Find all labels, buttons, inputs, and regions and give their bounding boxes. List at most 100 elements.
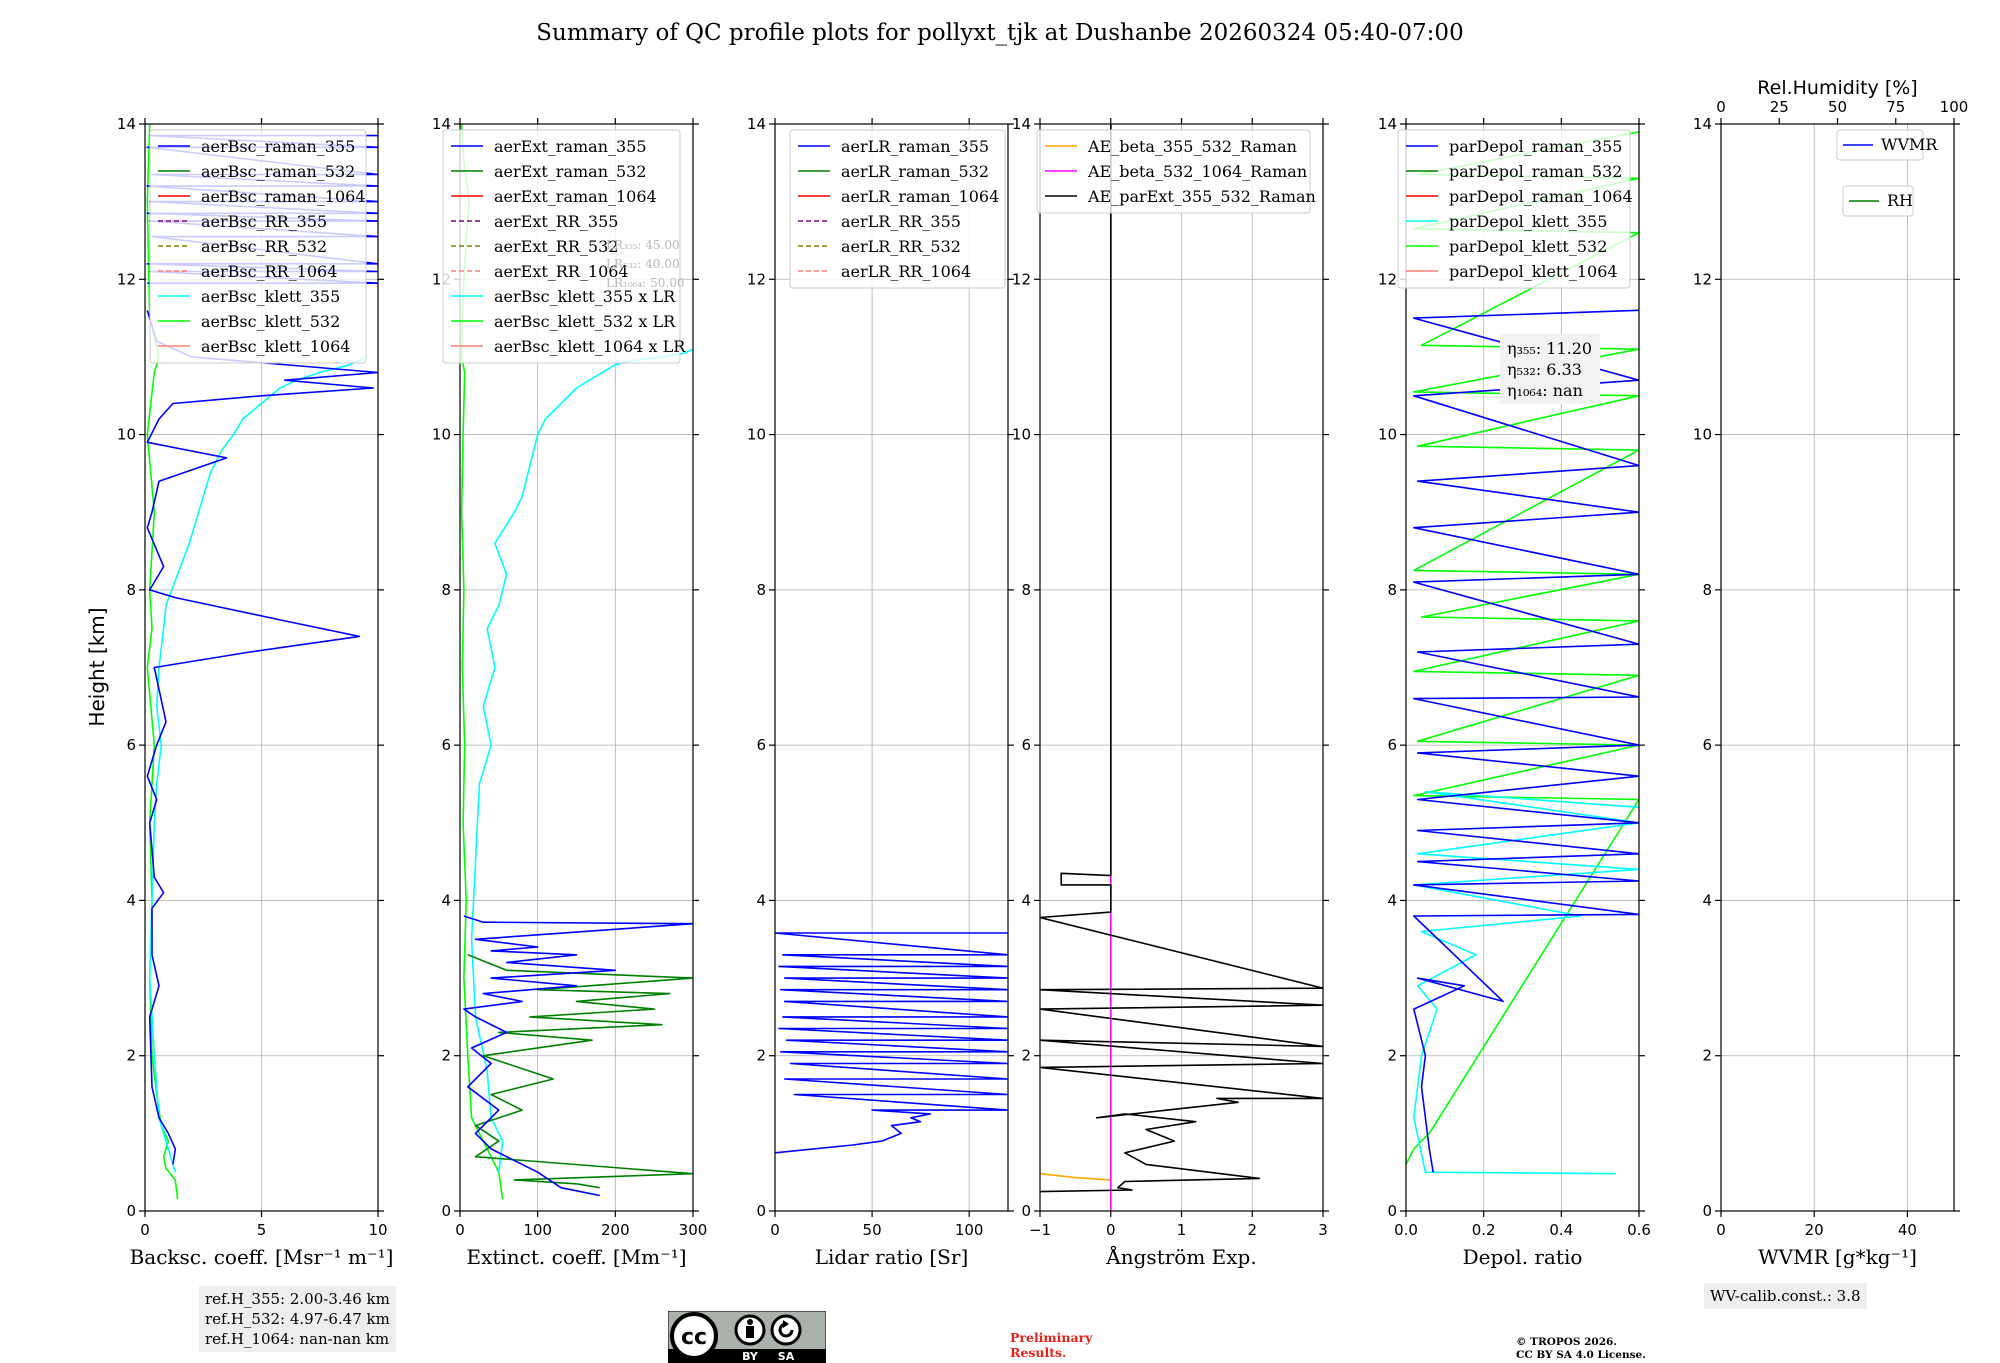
legend-label: parDepol_klett_532 xyxy=(1449,237,1607,256)
y-tick-label: 4 xyxy=(1021,891,1031,909)
legend-label: AE_beta_355_532_Raman xyxy=(1087,137,1297,156)
legend-box xyxy=(1036,129,1311,214)
y-tick-label: 10 xyxy=(747,426,766,444)
ref-height-532: ref.H_532: 4.97-6.47 km xyxy=(205,1310,390,1328)
y-tick-label: 2 xyxy=(126,1047,136,1065)
legend-label: aerBsc_RR_532 xyxy=(201,237,327,256)
x-tick-label: 100 xyxy=(955,1221,984,1239)
x-tick-label: 100 xyxy=(523,1221,552,1239)
ref-height-355: ref.H_355: 2.00-3.46 km xyxy=(205,1290,390,1308)
x-tick-label: 0 xyxy=(455,1221,465,1239)
legend-label: RH xyxy=(1887,191,1913,210)
ref-height-1064: ref.H_1064: nan-nan km xyxy=(205,1330,390,1348)
legend-label: aerExt_raman_532 xyxy=(494,162,647,181)
y-tick-label: 8 xyxy=(1021,581,1031,599)
y-tick-label: 2 xyxy=(441,1047,451,1065)
x-tick-label: 200 xyxy=(601,1221,630,1239)
legend-box xyxy=(1397,129,1631,289)
y-tick-label: 6 xyxy=(756,736,766,754)
y-tick-label: 4 xyxy=(441,891,451,909)
legend-box xyxy=(149,129,367,364)
legend-label: aerBsc_klett_1064 xyxy=(201,337,350,356)
y-tick-label: 6 xyxy=(126,736,136,754)
y-tick-label: 2 xyxy=(756,1047,766,1065)
preliminary-results-note: Preliminary Results. xyxy=(1010,1330,1092,1360)
y-tick-label: 12 xyxy=(1378,270,1397,288)
y-tick-label: 0 xyxy=(1021,1202,1031,1220)
x-tick-label: 40 xyxy=(1898,1221,1917,1239)
legend-label: aerBsc_klett_355 xyxy=(201,287,340,306)
legend-label: aerBsc_klett_355 x LR xyxy=(494,287,676,306)
legend-box xyxy=(789,129,1006,289)
x-tick-label: 2 xyxy=(1247,1221,1257,1239)
legend-label: aerLR_RR_1064 xyxy=(841,262,971,281)
y-tick-label: 8 xyxy=(441,581,451,599)
x-tick-label: −1 xyxy=(1029,1221,1051,1239)
reference-heights-box: ref.H_355: 2.00-3.46 km ref.H_532: 4.97-… xyxy=(199,1286,396,1352)
series-ae-parext-355-532-raman xyxy=(1040,124,1323,1193)
legend-label: aerLR_RR_532 xyxy=(841,237,961,256)
x-axis-label: Ångström Exp. xyxy=(1105,1244,1256,1269)
y-tick-label: 0 xyxy=(756,1202,766,1220)
eta-note-0: η₃₅₅: 11.20 xyxy=(1507,339,1592,358)
legend-label: parDepol_klett_1064 xyxy=(1449,262,1618,281)
copyright-line-2: CC BY SA 4.0 License. xyxy=(1516,1349,1646,1361)
top-x-tick-label: 25 xyxy=(1770,98,1789,116)
badge-by-text: BY xyxy=(742,1350,759,1363)
plot-frame xyxy=(774,123,1009,1212)
panel-depol: 0 2 4 6 8 10 12 14 0.0 0.2 0.4 0.6 Depol. ratio parDe… xyxy=(1378,115,1651,1269)
legend-label: aerExt_raman_1064 xyxy=(494,187,657,206)
plot-frame xyxy=(459,123,694,1212)
series-pardepol-raman-355 xyxy=(1413,309,1639,1173)
svg-text:cc: cc xyxy=(681,1325,707,1350)
y-tick-label: 0 xyxy=(1387,1202,1397,1220)
y-tick-label: 2 xyxy=(1021,1047,1031,1065)
y-tick-label: 14 xyxy=(1378,115,1397,133)
legend-label: aerBsc_raman_355 xyxy=(201,137,355,156)
x-axis-label: Lidar ratio [Sr] xyxy=(815,1245,969,1269)
x-tick-label: 0.2 xyxy=(1472,1221,1496,1239)
legend-label: parDepol_klett_355 xyxy=(1449,212,1607,231)
x-axis-label: Extinct. coeff. [Mm⁻¹] xyxy=(466,1245,686,1269)
legend-label: AE_beta_532_1064_Raman xyxy=(1087,162,1307,181)
legend-label: aerBsc_raman_1064 xyxy=(201,187,366,206)
sa-share-alike-icon xyxy=(770,1314,802,1346)
y-axis-label: Height [km] xyxy=(85,607,109,726)
y-tick-label: 0 xyxy=(1702,1202,1712,1220)
legend-label: WVMR xyxy=(1881,135,1938,154)
series-aerlr-raman-355 xyxy=(775,932,1008,1154)
y-tick-label: 14 xyxy=(432,115,451,133)
y-tick-label: 10 xyxy=(432,426,451,444)
x-tick-label: 50 xyxy=(863,1221,882,1239)
legend-label: aerBsc_raman_532 xyxy=(201,162,355,181)
y-tick-label: 4 xyxy=(1702,891,1712,909)
legend-label: aerLR_raman_355 xyxy=(841,137,989,156)
legend-label: aerExt_raman_355 xyxy=(494,137,647,156)
top-x-tick-label: 50 xyxy=(1828,98,1847,116)
x-tick-label: 0 xyxy=(770,1221,780,1239)
y-tick-label: 0 xyxy=(126,1202,136,1220)
series-aerbsc-klett-355 xyxy=(148,356,367,1173)
y-tick-label: 8 xyxy=(126,581,136,599)
preliminary-line-2: Results. xyxy=(1010,1345,1067,1360)
eta-note-box xyxy=(1500,334,1600,404)
y-tick-label: 14 xyxy=(1693,115,1712,133)
legend-label: aerLR_raman_532 xyxy=(841,162,989,181)
y-tick-label: 10 xyxy=(1693,426,1712,444)
legend-box xyxy=(1836,129,1924,161)
y-tick-label: 2 xyxy=(1702,1047,1712,1065)
y-tick-label: 12 xyxy=(1012,270,1031,288)
badge-sa-text: SA xyxy=(778,1350,795,1363)
x-tick-label: 3 xyxy=(1318,1221,1328,1239)
series-aerbsc-klett-532 xyxy=(146,124,179,1200)
top-x-axis-label: Rel.Humidity [%] xyxy=(1757,77,1917,99)
legend-label: aerBsc_klett_532 xyxy=(201,312,340,331)
series-aerext-raman-355 xyxy=(463,915,693,1197)
y-tick-label: 6 xyxy=(1702,736,1712,754)
y-tick-label: 12 xyxy=(117,270,136,288)
lr-note-1: LR₅₃₂: 40.00 xyxy=(606,257,680,271)
legend-label: aerExt_RR_532 xyxy=(494,237,618,256)
eta-note-1: η₅₃₂: 6.33 xyxy=(1507,360,1582,379)
